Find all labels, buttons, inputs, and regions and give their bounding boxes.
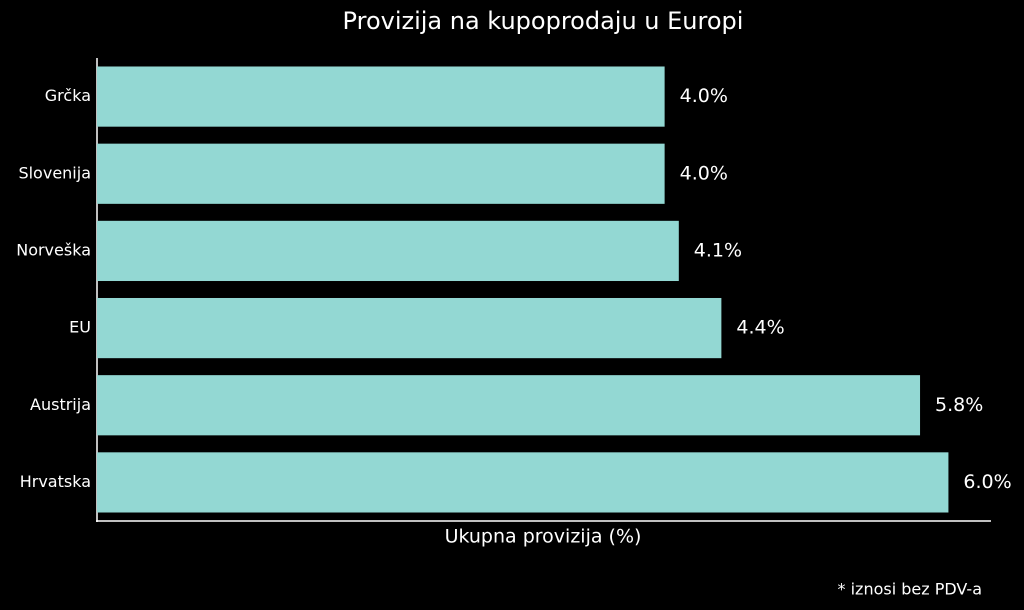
- value-label: 5.8%: [935, 394, 983, 416]
- y-tick-label: Norveška: [16, 240, 91, 259]
- value-label: 4.4%: [736, 317, 784, 339]
- bar: [97, 297, 722, 359]
- y-tick-label: Austrija: [30, 395, 91, 414]
- bar: [97, 66, 665, 127]
- footnote: * iznosi bez PDV-a: [838, 580, 982, 599]
- x-axis-label: Ukupna provizija (%): [445, 526, 642, 548]
- value-label: 4.0%: [680, 162, 728, 184]
- bar: [97, 452, 949, 513]
- y-tick-label: Hrvatska: [20, 472, 91, 491]
- y-tick-label: Slovenija: [18, 163, 91, 182]
- y-tick-label: Grčka: [45, 86, 91, 105]
- value-label: 4.0%: [680, 85, 728, 107]
- bar: [97, 220, 679, 282]
- value-label: 6.0%: [963, 471, 1011, 493]
- bar: [97, 375, 921, 436]
- bar: [97, 143, 665, 204]
- y-tick-label: EU: [69, 318, 91, 337]
- chart-title: Provizija na kupoprodaju u Europi: [343, 7, 744, 35]
- value-label: 4.1%: [694, 239, 742, 261]
